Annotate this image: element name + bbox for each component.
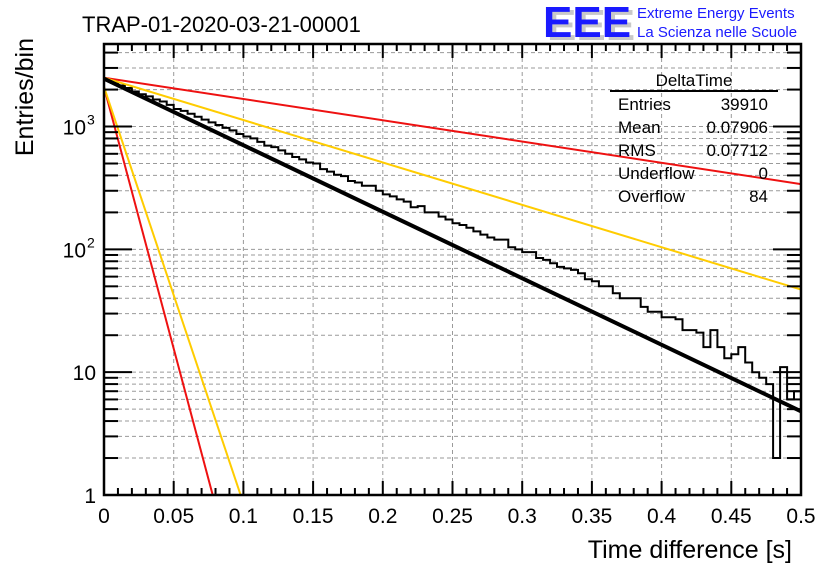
stats-value: 0 [759,164,768,183]
y-tick-label: 10 [73,362,96,385]
y-tick-exponent: 3 [87,112,95,128]
y-axis-title: Entries/bin [11,38,39,156]
y-tick-exponent: 2 [87,234,95,250]
fit-line-upper-yellow [104,76,801,291]
x-tick-label: 0.4 [647,505,677,528]
axes: 0 0.05 0.1 0.15 0.2 0.25 0.3 0.35 0.4 0.45 0.5 1 10 1… [63,42,816,528]
x-tick-label: 0.35 [571,505,612,528]
plot-area [104,76,801,495]
grid [104,44,801,495]
logo-shadow: EEE [547,1,635,50]
y-tick-label: 10 [63,239,86,262]
logo-line-2: La Scienza nelle Scuole [637,24,797,41]
fit-line-fit [104,76,801,414]
x-tick-label: 0.15 [293,505,334,528]
stats-title: DeltaTime [656,71,733,90]
x-tick-label: 0.3 [508,505,537,528]
stats-label: Entries [618,95,671,114]
x-tick-label: 0.2 [368,505,397,528]
x-tick-label: 0.05 [153,505,194,528]
stats-box: DeltaTime Entries 39910 Mean 0.07906 RMS 0.07… [610,71,778,206]
x-tick-label: 0.45 [711,505,752,528]
stats-value: 0.07906 [707,118,768,137]
y-tick-label: 1 [84,485,96,508]
chart-title: TRAP-01-2020-03-21-00001 [82,12,361,37]
stats-value: 39910 [721,95,768,114]
eee-logo: EEE EEE Extreme Energy Events La Scienza… [543,0,797,50]
fit-line-upper-red [104,76,801,186]
fit-line-steep-red [104,86,214,495]
plot-frame [102,42,803,497]
histogram-deltatime [104,79,801,459]
logo-text: EEE [543,0,631,47]
stats-value: 0.07712 [707,141,768,160]
logo-line-1: Extreme Energy Events [637,5,795,22]
stats-label: Underflow [618,164,695,183]
stats-label: Mean [618,118,661,137]
x-tick-label: 0.5 [786,505,815,528]
x-axis-title: Time difference [s] [588,536,792,564]
fit-line-steep-yellow [104,86,242,495]
stats-label: RMS [618,141,656,160]
stats-value: 84 [749,187,768,206]
stats-label: Overflow [618,187,686,206]
x-tick-label: 0 [98,505,110,528]
x-tick-label: 0.25 [432,505,473,528]
y-tick-label: 10 [63,117,86,140]
x-tick-label: 0.1 [229,505,258,528]
